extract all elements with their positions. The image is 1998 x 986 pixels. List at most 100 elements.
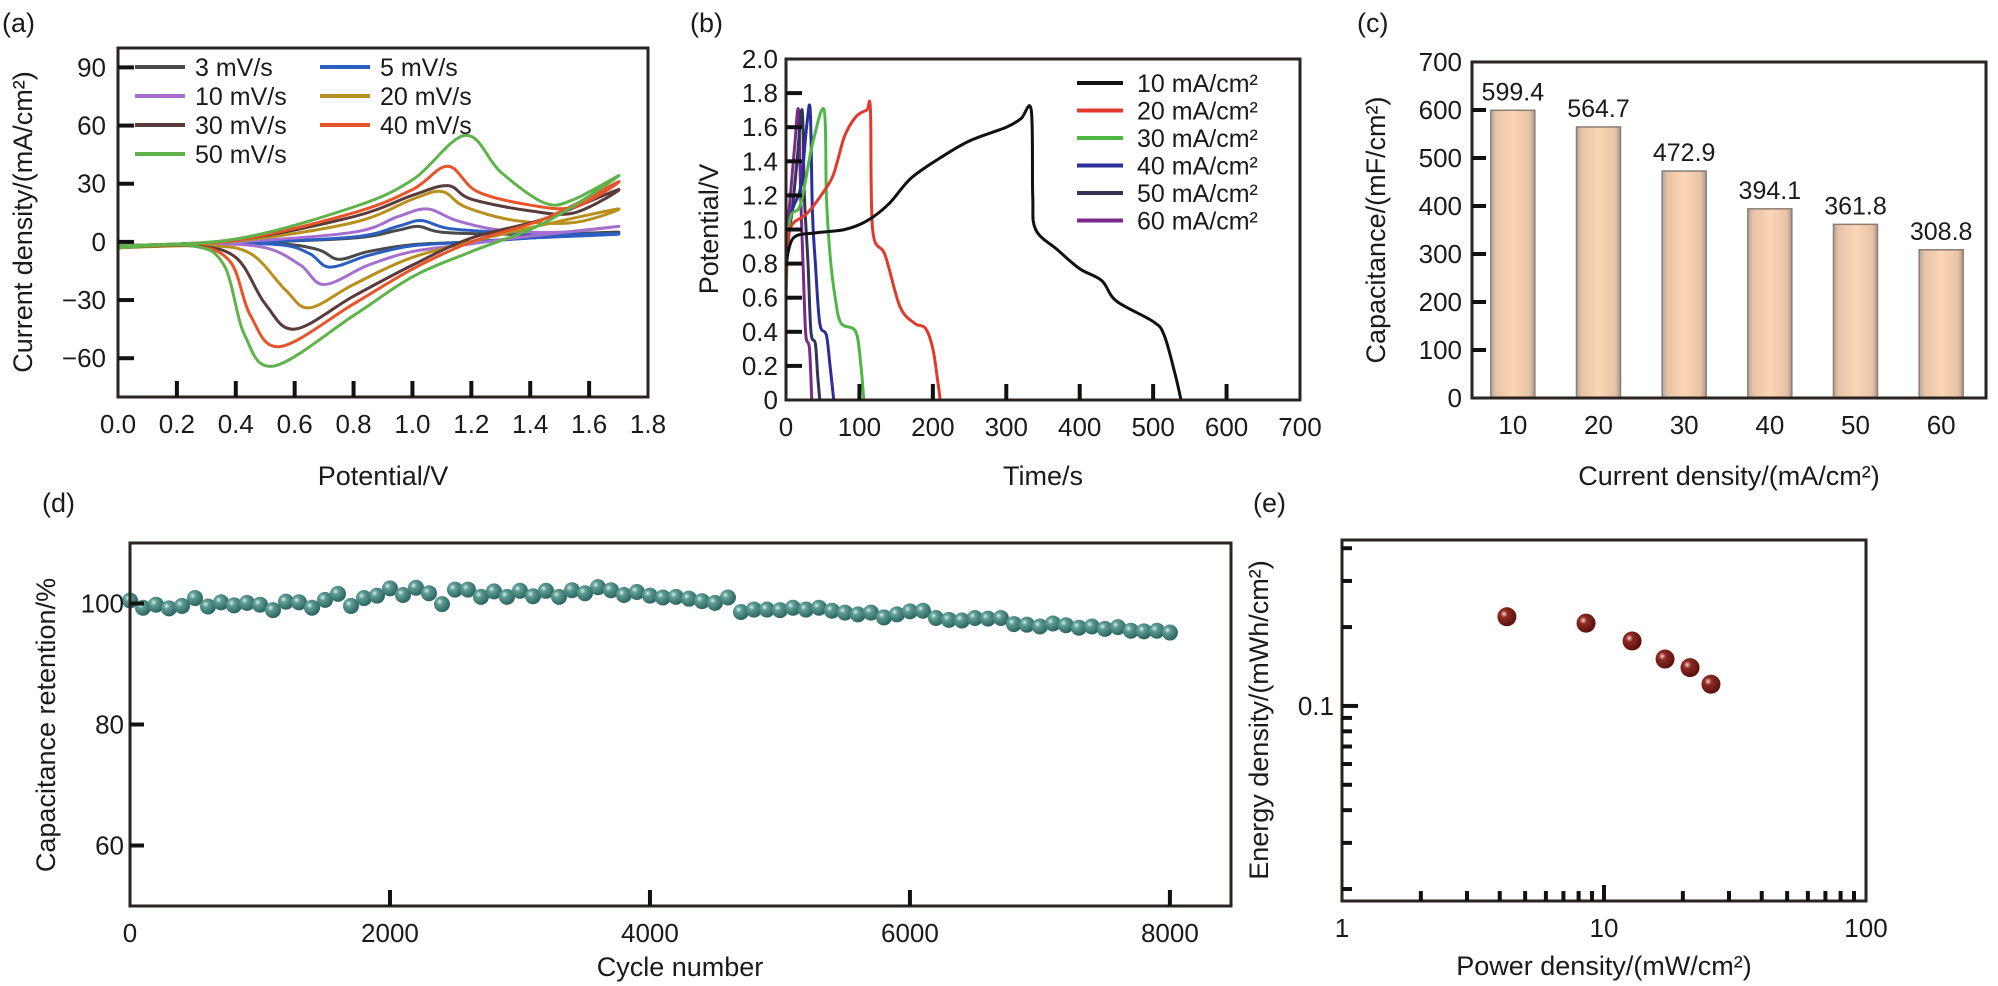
data-point (849, 606, 866, 623)
data-point (602, 582, 619, 599)
bar (1575, 126, 1622, 399)
data-point (576, 585, 593, 602)
x-tick-label: 8000 (1141, 918, 1199, 948)
x-tick-label: 400 (1058, 412, 1101, 442)
y-tick-label: 80 (95, 710, 124, 740)
gcd-curve-50-ma (784, 108, 822, 401)
y-tick-label: 30 (77, 169, 106, 199)
data-point (173, 597, 190, 614)
data-point (940, 611, 957, 628)
panel-d-label: (d) (42, 488, 75, 518)
panel-c-bar-chart: (c) 599.4 564.7 472.9 394.1 361.8 308.8 10 20 3… (1357, 8, 1988, 491)
x-tick-label: 0.4 (218, 409, 254, 439)
data-point (797, 601, 814, 618)
data-point (758, 601, 775, 618)
x-tick-label: 1.4 (512, 409, 548, 439)
legend-label: 30 mA/cm² (1137, 125, 1258, 153)
axis-ticks: 1 10 100 0.1 (1298, 546, 1888, 943)
plot-frame (1340, 538, 1868, 903)
cv-curve-20-mv-s (117, 189, 621, 310)
legend-label: 40 mA/cm² (1137, 153, 1258, 181)
panel-e-ragone-chart: (e) 1 10 100 0.1 Power density/(mW/cm²) Ene… (1244, 488, 1888, 981)
axis-ticks: 0 100 200 300 400 500 600 700 0 0.2 0.4 0.6 0.8 1.0 1.… (742, 44, 1322, 442)
data-point (1622, 631, 1642, 651)
cv-curve-10-mv-s (117, 207, 621, 287)
y-tick-label: 100 (81, 589, 124, 619)
data-point (641, 587, 658, 604)
legend-label: 10 mV/s (195, 83, 287, 111)
y-tick-label: 60 (77, 111, 106, 141)
data-point (745, 601, 762, 618)
y-tick-label: 90 (77, 52, 106, 82)
data-point (316, 591, 333, 608)
x-tick-label: 50 (1841, 410, 1870, 440)
data-point (459, 581, 476, 598)
data-point (953, 612, 970, 629)
data-point (810, 599, 827, 616)
legend-label: 5 mV/s (380, 54, 458, 82)
data-point (1018, 616, 1035, 633)
x-tick-label: 0.8 (335, 409, 371, 439)
x-tick-label: 0.0 (100, 409, 136, 439)
data-point (433, 596, 450, 613)
axis-ticks: 0.0 0.2 0.4 0.6 0.8 1.0 1.2 1.4 1.6 1.8 90 60 30 0 −30… (62, 52, 666, 439)
bar-value-label: 308.8 (1910, 218, 1973, 246)
x-tick-label: 60 (1927, 410, 1956, 440)
x-tick-label: 100 (838, 412, 881, 442)
y-tick-label: 2.0 (742, 44, 778, 74)
y-tick-label: 0.2 (742, 351, 778, 381)
legend-label: 3 mV/s (195, 54, 273, 82)
data-point (1031, 618, 1048, 635)
x-tick-label: 600 (1205, 412, 1248, 442)
data-point (836, 604, 853, 621)
y-tick-label: 1.8 (742, 78, 778, 108)
data-point (732, 603, 749, 620)
bar-value-label: 564.7 (1567, 95, 1630, 123)
legend-label: 50 mA/cm² (1137, 180, 1258, 208)
bar (1832, 223, 1879, 399)
bar (1661, 170, 1707, 399)
data-point (1497, 607, 1517, 627)
legend-label: 30 mV/s (195, 112, 287, 140)
data-point (784, 599, 801, 616)
bar (1747, 208, 1793, 399)
bar (1918, 249, 1964, 399)
data-point (628, 584, 645, 601)
data-point (407, 579, 424, 596)
panel-c-label: (c) (1357, 8, 1388, 38)
bar (1490, 109, 1536, 399)
y-axis-label: Capacitance/(mF/cm²) (1361, 96, 1391, 363)
legend-label: 20 mA/cm² (1137, 98, 1258, 126)
data-point (472, 588, 489, 605)
x-tick-label: 40 (1755, 410, 1784, 440)
data-point (160, 600, 177, 617)
panel-b-label: (b) (690, 8, 723, 38)
data-point (680, 590, 697, 607)
data-point (719, 589, 736, 606)
data-point (654, 589, 671, 606)
x-tick-label: 0 (123, 918, 137, 948)
data-point (1057, 617, 1074, 634)
x-tick-label: 1.0 (394, 409, 430, 439)
data-point (485, 583, 502, 600)
panel-d-cycling-chart: (d) 0 2000 4000 6000 8000 60 80 100 Cycle numbe… (31, 488, 1233, 982)
x-tick-label: 30 (1670, 410, 1699, 440)
data-point (927, 610, 944, 627)
y-tick-label: 0.8 (742, 249, 778, 279)
y-axis-label: Capacitance retention/% (31, 578, 61, 872)
legend-label: 40 mV/s (380, 112, 472, 140)
data-point (381, 580, 398, 597)
data-point (966, 610, 983, 627)
data-point (537, 582, 554, 599)
y-tick-label: 0 (764, 385, 778, 415)
y-tick-label: 100 (1419, 335, 1462, 365)
y-axis-label: Potential/V (694, 164, 724, 295)
bar-value-label: 599.4 (1482, 78, 1545, 106)
data-point (693, 593, 710, 610)
y-tick-label: 1.6 (742, 112, 778, 142)
y-axis-label: Current density/(mA/cm²) (8, 71, 38, 373)
x-tick-label: 10 (1498, 410, 1527, 440)
y-tick-label: 0.6 (742, 283, 778, 313)
gcd-curve-20-ma (784, 99, 942, 401)
y-tick-label: 0 (92, 227, 106, 257)
